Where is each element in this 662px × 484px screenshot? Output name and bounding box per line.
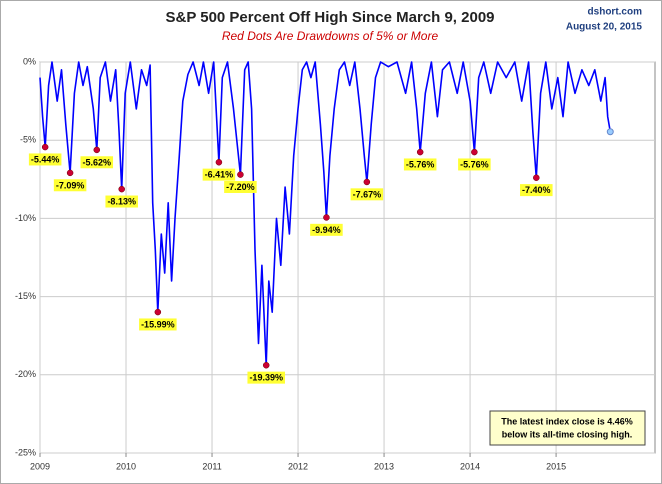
plot-area [39, 61, 656, 454]
drawdown-label-group: -6.41% [202, 168, 236, 181]
drawdown-label-group: -8.13% [105, 195, 138, 208]
drawdown-point [118, 185, 125, 193]
y-tick-label: -15% [15, 291, 36, 301]
x-tick-label: 2013 [374, 461, 394, 471]
drawdown-label-group: -5.76% [403, 158, 437, 171]
drawdown-label-group: -15.99% [139, 318, 177, 331]
drawdown-point [237, 171, 244, 178]
drawdown-label: -5.62% [83, 157, 112, 167]
y-tick-label: 0% [23, 56, 36, 66]
drawdown-label: -5.44% [31, 154, 60, 164]
drawdown-label-bg [28, 153, 62, 166]
drawdown-label-group: -9.94% [310, 223, 343, 236]
drawdown-point [363, 178, 371, 186]
date: August 20, 2015 [566, 22, 643, 33]
drawdown-label: -7.20% [226, 182, 255, 192]
drawdown-label: -7.67% [353, 189, 382, 199]
drawdown-label-group: -5.76% [458, 158, 491, 171]
drawdown-label: -5.76% [460, 159, 489, 169]
drawdown-label-bg [80, 156, 114, 169]
drawdown-label: -19.39% [249, 373, 283, 383]
drawdown-label: -7.40% [522, 185, 551, 195]
drawdown-label-bg [53, 179, 87, 192]
x-tick-label: 2012 [288, 461, 308, 471]
drawdown-label-group: -5.44% [28, 153, 62, 166]
drawdown-point [471, 148, 478, 156]
source: dshort.com [588, 7, 643, 18]
drawdown-label-bg [202, 168, 236, 181]
drawdown-label: -7.09% [56, 180, 85, 190]
drawdown-point [262, 362, 270, 369]
drawdown-point [66, 169, 74, 177]
chart-subtitle: Red Dots Are Drawdowns of 5% or More [222, 29, 439, 43]
x-tick-label: 2015 [546, 461, 566, 471]
drawdown-label: -6.41% [205, 170, 234, 180]
y-tick-label: -25% [15, 447, 36, 457]
drawdown-label-group: -7.09% [53, 179, 87, 192]
drawdown-label-group: -7.40% [520, 184, 553, 197]
annotation: below its all-time closing high. [502, 429, 633, 439]
y-tick-label: -5% [20, 135, 36, 145]
drawdown-label-bg [139, 318, 177, 331]
drawdown-point [215, 159, 223, 166]
annotation: The latest index close is 4.46% [501, 416, 633, 426]
y-tick-label: -10% [15, 213, 36, 223]
drawdown-label-group: -19.39% [247, 371, 285, 384]
drawdown-label-group: -7.67% [350, 188, 384, 201]
drawdown-label-bg [310, 223, 343, 236]
drawdown-point [93, 146, 101, 154]
latest-point [606, 128, 614, 136]
y-tick-label: -20% [15, 369, 36, 379]
drawdown-label-bg [224, 180, 257, 193]
drawdown-label: -9.94% [312, 225, 341, 235]
drawdown-point [323, 214, 330, 221]
drawdown-label: -5.76% [406, 159, 435, 169]
drawdown-label-bg [403, 158, 437, 171]
drawdown-label-bg [247, 371, 285, 384]
drawdown-label-group: -7.20% [224, 180, 257, 193]
drawdown-label-bg [350, 188, 384, 201]
drawdown-point [41, 143, 49, 151]
x-tick-label: 2011 [202, 461, 221, 471]
x-tick-label: 2014 [460, 461, 480, 471]
drawdown-label: -8.13% [107, 197, 136, 207]
drawdown-point [154, 308, 162, 316]
x-tick-label: 2010 [116, 461, 136, 471]
drawdown-label-bg [105, 195, 138, 208]
x-tick-label: 2009 [30, 461, 50, 471]
chart-title: S&P 500 Percent Off High Since March 9, … [165, 9, 494, 26]
drawdown-label-group: -5.62% [80, 156, 114, 169]
drawdown-point [416, 148, 424, 156]
annotation-box [489, 410, 646, 446]
drawdown-label-bg [520, 184, 553, 197]
drawdown-label: -15.99% [141, 319, 175, 329]
drawdown-label-bg [458, 158, 491, 171]
drawdown-point [533, 174, 540, 181]
